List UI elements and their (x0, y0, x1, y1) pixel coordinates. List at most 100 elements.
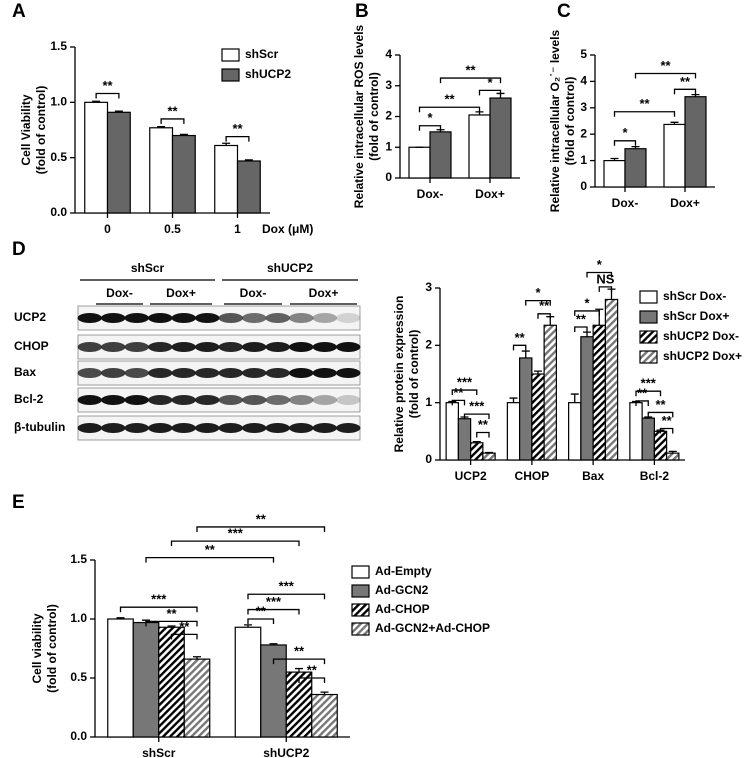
significance-label: *** (279, 579, 295, 594)
bar (457, 418, 472, 461)
blot-band (148, 313, 173, 323)
error-bar (167, 625, 176, 628)
significance-bracket (160, 118, 185, 124)
error-bar (691, 93, 700, 97)
y-tick-label: 4 (580, 74, 587, 88)
bar (132, 621, 160, 738)
legend-label: shUCP2 (245, 67, 291, 81)
bar (666, 452, 680, 461)
significance-bracket (247, 593, 326, 600)
bar (653, 430, 668, 461)
significance-bracket (439, 77, 502, 84)
y-axis-label: Cell Viability (19, 94, 33, 165)
blot-row-label: CHOP (14, 339, 49, 353)
legend-swatch (639, 350, 658, 364)
y-tick-label: 1 (425, 395, 432, 409)
significance-bracket (451, 399, 466, 406)
significance-bracket (613, 111, 676, 117)
significance-bracket (635, 390, 662, 397)
significance-label: ** (444, 92, 455, 107)
y-tick-label: 3 (580, 100, 587, 114)
blot-band (124, 423, 149, 433)
significance-label: * (597, 257, 603, 272)
x-tick-label: shScr (142, 746, 176, 758)
blot-band (312, 342, 337, 352)
significance-bracket (634, 72, 697, 79)
bar (663, 123, 686, 188)
x-tick-label: shUCP2 (263, 746, 309, 758)
legend-label: shUCP2 Dox+ (663, 349, 742, 363)
bar (568, 402, 582, 461)
bar (158, 626, 185, 738)
significance-bracket (225, 135, 250, 142)
blot-band (171, 395, 196, 405)
significance-bracket (145, 556, 275, 563)
error-bar (295, 667, 303, 673)
significance-label: ** (478, 417, 489, 432)
legend-swatch (639, 310, 658, 324)
blot-band (312, 313, 337, 323)
significance-label: *** (641, 376, 657, 391)
x-tick-label: Bax (582, 469, 604, 483)
legend-label: shUCP2 Dox- (663, 329, 739, 343)
x-tick-label: Dox+ (670, 196, 700, 210)
blot-band (336, 368, 361, 378)
significance-label: * (622, 125, 628, 140)
y-tick-label: 0 (385, 170, 392, 184)
y-axis-label: (fold of control) (407, 330, 421, 419)
significance-bracket (418, 125, 442, 131)
significance-bracket (659, 427, 674, 434)
blot-band (289, 395, 314, 405)
bar (236, 160, 261, 214)
significance-label: ** (515, 330, 526, 345)
legend-swatch (351, 622, 370, 636)
significance-label: *** (457, 374, 473, 389)
blot-band (171, 342, 196, 352)
error-bar (320, 691, 329, 695)
error-bar (610, 157, 619, 161)
blot-band (242, 423, 267, 433)
y-tick-label: 2 (580, 126, 587, 140)
x-tick-label: CHOP (515, 469, 550, 483)
legend-swatch (221, 68, 240, 82)
blot-band (195, 368, 220, 378)
significance-bracket (647, 411, 674, 418)
legend-label: shScr Dox- (663, 289, 726, 303)
significance-label: ** (307, 662, 318, 677)
significance-bracket (119, 606, 198, 613)
significance-label: * (584, 295, 590, 310)
blot-row-label: UCP2 (14, 310, 46, 324)
significance-label: ** (539, 298, 550, 313)
significance-label: * (535, 285, 541, 300)
blot-band (336, 395, 361, 405)
significance-label: ** (639, 96, 650, 111)
blot-band (265, 395, 290, 405)
blot-band (242, 342, 267, 352)
blot-band (77, 423, 102, 433)
significance-bracket (298, 677, 326, 683)
bar (519, 357, 533, 461)
blot-band (218, 395, 243, 405)
legend-swatch (221, 48, 240, 62)
legend-label: shScr Dox+ (663, 309, 729, 323)
y-axis-label: Relative intracellular ROS levels (352, 24, 366, 208)
blot-row-label: β-tubulin (14, 420, 65, 434)
significance-bracket (673, 88, 697, 95)
y-axis-label: Relative protein expression (392, 296, 406, 453)
significance-bracket (478, 89, 502, 96)
error-bar (534, 370, 542, 374)
blot-band (171, 423, 196, 433)
blot-band (265, 423, 290, 433)
bar (604, 298, 619, 461)
significance-bracket (635, 400, 649, 406)
x-tick-label: Dox- (417, 187, 444, 201)
y-tick-label: 0.5 (50, 150, 67, 164)
significance-bracket (451, 389, 478, 396)
bar (684, 96, 707, 188)
blot-band (101, 368, 126, 378)
blot-band (101, 423, 126, 433)
error-bar (670, 121, 679, 125)
y-axis-label: (fold of control) (367, 72, 381, 161)
significance-bracket (170, 540, 300, 547)
